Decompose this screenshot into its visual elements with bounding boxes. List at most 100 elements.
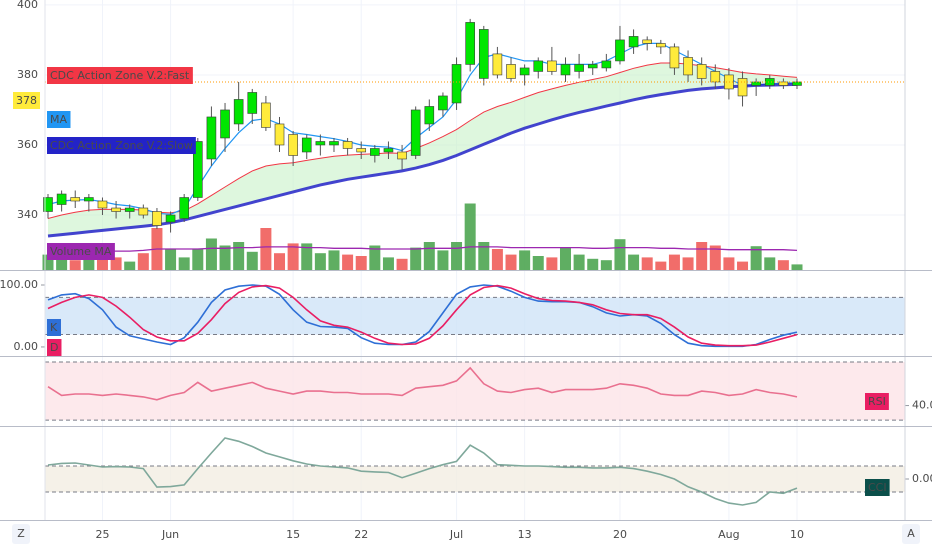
- candle-body: [724, 74, 734, 90]
- volume-bar: [56, 257, 68, 270]
- candle-body: [438, 95, 448, 111]
- volume-bar: [682, 257, 694, 270]
- candle-body: [247, 92, 258, 114]
- volume-bar: [314, 253, 326, 270]
- y-tick-label: 100.00: [0, 278, 38, 291]
- legend-label: K: [50, 321, 58, 334]
- band-fill: [45, 362, 905, 421]
- candle-body: [615, 39, 625, 62]
- volume-bar: [96, 256, 108, 270]
- button-bg[interactable]: [902, 524, 920, 544]
- volume-bar: [137, 253, 149, 270]
- volume-bar: [369, 245, 381, 270]
- volume-bar: [205, 238, 217, 270]
- candle-body: [274, 123, 285, 146]
- x-tick-label: 13: [518, 528, 532, 541]
- candle-body: [220, 109, 230, 139]
- volume-bar: [69, 260, 81, 270]
- candle-body: [84, 197, 94, 202]
- volume-bar: [478, 242, 490, 270]
- x-tick-label: 15: [286, 528, 300, 541]
- volume-bar: [791, 264, 803, 270]
- candle-body: [792, 81, 802, 86]
- volume-bar: [464, 203, 476, 270]
- legend-label-bg: [865, 479, 890, 496]
- volume-bar: [219, 245, 231, 270]
- volume-bar: [178, 257, 190, 270]
- candle-body: [124, 207, 135, 212]
- candle-body: [533, 60, 544, 72]
- y-tick-label: 0.00: [912, 472, 932, 485]
- candle-body: [601, 60, 612, 69]
- volume-bar: [355, 256, 367, 270]
- indicator-line: [47, 366, 798, 401]
- candle-body: [410, 109, 421, 156]
- candle-body: [778, 81, 789, 86]
- indicator-line: [47, 437, 798, 506]
- button-bg[interactable]: [12, 524, 30, 544]
- candle-body: [370, 148, 380, 156]
- candle-body: [342, 141, 353, 149]
- volume-bar: [737, 261, 749, 270]
- candle-body: [560, 64, 571, 76]
- volume-bar: [491, 249, 503, 270]
- y-tick-label: 40.00: [912, 399, 932, 412]
- volume-bar: [559, 247, 571, 270]
- candle-body: [288, 134, 298, 156]
- candle-body: [43, 197, 53, 212]
- plot: [42, 18, 905, 506]
- indicator-line: [47, 284, 798, 348]
- volume-bar: [410, 247, 422, 270]
- volume-bar: [587, 258, 599, 270]
- volume-bar: [505, 254, 517, 270]
- volume-bar: [628, 254, 640, 270]
- indicator-line: [47, 284, 798, 347]
- candle-body: [737, 78, 748, 97]
- candle-body: [261, 102, 271, 128]
- candle-body: [696, 64, 707, 79]
- candle-body: [519, 67, 530, 76]
- volume-ma-line: [48, 246, 798, 252]
- candle-body: [56, 193, 67, 205]
- volume-bar: [750, 246, 762, 270]
- volume-bar: [124, 261, 136, 270]
- volume-bar: [614, 239, 626, 270]
- volume-bar: [437, 250, 449, 270]
- legend-label: RSI: [868, 395, 886, 408]
- candle-body: [97, 200, 108, 209]
- candle-body: [764, 78, 775, 86]
- volume-bar: [396, 258, 408, 270]
- cloud-fill: [48, 63, 797, 236]
- candle-body: [451, 64, 462, 104]
- band-fill: [45, 297, 905, 335]
- y-tick-label: 380: [17, 68, 38, 81]
- candle-body: [478, 29, 489, 79]
- volume-bar: [546, 257, 558, 270]
- legend-label: MA: [50, 113, 67, 126]
- legend-label: CDC Action Zone V.2:Slow: [50, 139, 193, 152]
- legend-label: CDC Action Zone V.2:Fast: [50, 69, 190, 82]
- y-tick-label: 340: [17, 208, 38, 221]
- legend-label-bg: [47, 243, 115, 260]
- left-button[interactable]: Z: [17, 527, 25, 540]
- volume-bar: [342, 254, 354, 270]
- volume-bar: [723, 257, 735, 270]
- right-button[interactable]: A: [907, 527, 915, 540]
- y-tick-label: 400: [17, 0, 38, 11]
- candle-body: [111, 207, 121, 212]
- candle-body: [642, 39, 653, 44]
- candle-body: [574, 64, 584, 72]
- candle-body: [547, 60, 557, 72]
- x-tick-label: Jun: [161, 528, 179, 541]
- legend-label-bg: [865, 393, 889, 410]
- candle-body: [301, 137, 312, 153]
- volume-bar: [301, 243, 313, 270]
- x-tick-label: 10: [790, 528, 804, 541]
- legend-label: Volume MA: [50, 245, 112, 258]
- candle-body: [669, 46, 680, 69]
- volume-bar: [696, 242, 708, 270]
- volume-bar: [641, 257, 653, 270]
- candle-body: [233, 99, 244, 125]
- candle-body: [424, 106, 435, 125]
